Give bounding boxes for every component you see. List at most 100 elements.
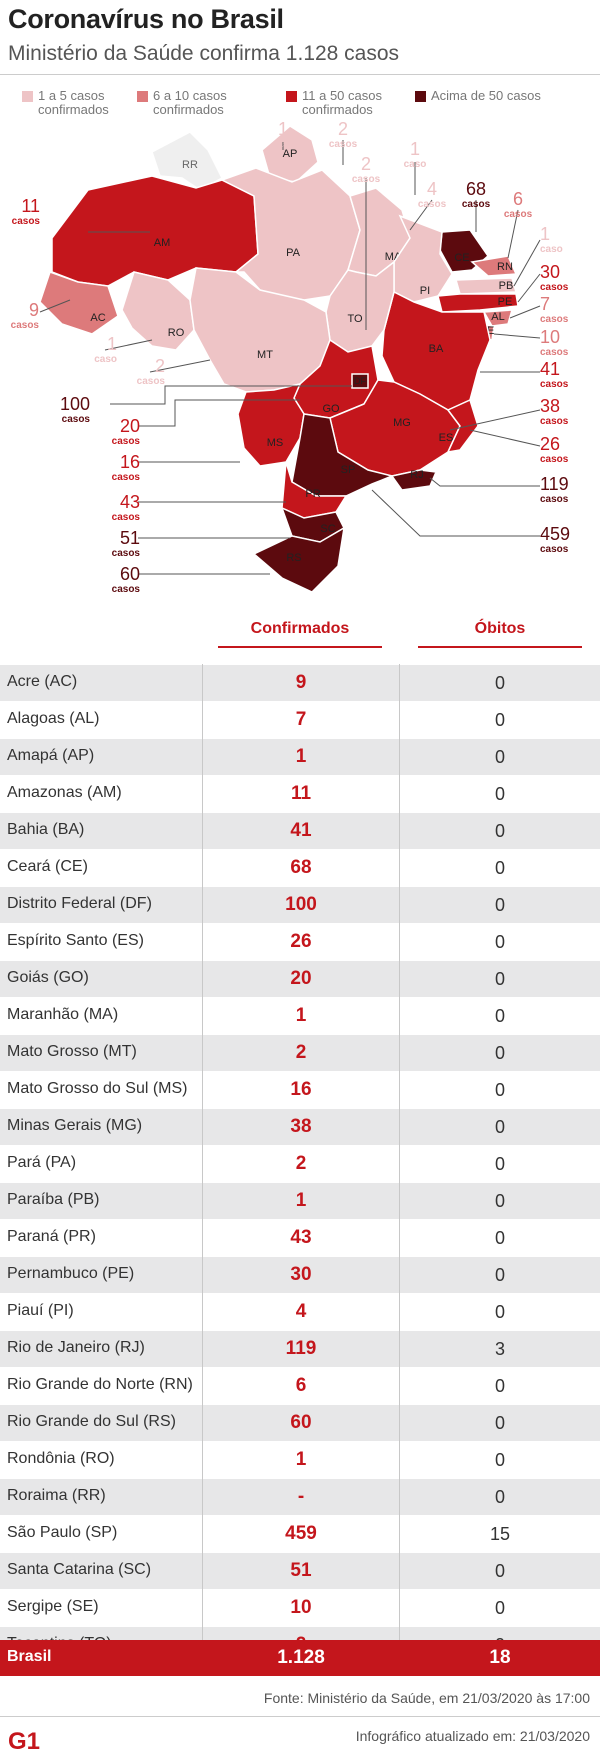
callout-unit: casos	[540, 347, 569, 358]
legend-swatch	[137, 91, 148, 102]
table-row: Santa Catarina (SC) 51 0	[0, 1552, 600, 1589]
table-row: Rio de Janeiro (RJ) 119 3	[0, 1330, 600, 1367]
callout-unit: casos	[540, 416, 569, 427]
state-es	[446, 398, 479, 453]
state-name: Amazonas (AM)	[7, 784, 122, 801]
state-pi	[393, 214, 453, 303]
callout-unit: casos	[62, 414, 91, 425]
callout-value-df: 100	[60, 394, 90, 414]
callout-unit: casos	[112, 548, 141, 559]
state-name: São Paulo (SP)	[7, 1524, 118, 1541]
table-row: Pará (PA) 2 0	[0, 1145, 600, 1182]
confirmed-value: 7	[295, 709, 307, 730]
state-name: Maranhão (MA)	[7, 1006, 119, 1023]
callout-line	[513, 239, 541, 287]
callout-value-rn: 6	[513, 189, 523, 209]
confirmed-value: -	[297, 1486, 305, 1507]
callout-unit: casos	[112, 436, 141, 447]
callout-unit: casos	[352, 174, 381, 185]
legend-item-level3: 11 a 50 casos confirmados	[286, 89, 382, 117]
callout-unit: casos	[540, 494, 569, 505]
total-row: Brasil 1.128 18	[0, 1640, 600, 1676]
legend-item-level2: 6 a 10 casos confirmados	[137, 89, 227, 117]
confirmed-value: 459	[285, 1523, 317, 1544]
state-name: Mato Grosso (MT)	[7, 1043, 137, 1060]
callout-value-ma: 1	[410, 139, 420, 159]
state-name: Alagoas (AL)	[7, 710, 100, 727]
callout-unit: casos	[504, 209, 533, 220]
callout-unit: casos	[112, 472, 141, 483]
state-rs	[252, 526, 345, 593]
total-label: Brasil	[7, 1648, 52, 1665]
confirmed-value: 9	[295, 672, 307, 693]
deaths-value: 0	[494, 1154, 505, 1174]
confirmed-value: 60	[290, 1412, 312, 1433]
legend-label: Acima de 50 casos	[431, 88, 541, 103]
deaths-value: 3	[494, 1339, 505, 1359]
deaths-value: 0	[494, 1376, 505, 1396]
callout-value-rj: 119	[540, 474, 569, 494]
callout-unit: casos	[462, 199, 491, 210]
state-ms	[237, 382, 305, 467]
state-ro	[121, 271, 195, 351]
state-abbr-sc: SC	[320, 523, 335, 535]
state-name: Minas Gerais (MG)	[7, 1117, 143, 1134]
state-name: Bahia (BA)	[7, 821, 85, 838]
table-row: Rio Grande do Sul (RS) 60 0	[0, 1404, 600, 1441]
state-abbr-pe: PE	[498, 296, 513, 308]
table-row: Pernambuco (PE) 30 0	[0, 1256, 600, 1293]
callout-value-pa: 2	[338, 120, 348, 139]
confirmed-value: 26	[290, 931, 312, 952]
callout-line	[507, 209, 519, 259]
callout-value-sc: 51	[120, 528, 140, 548]
state-am	[51, 175, 259, 287]
callout-line	[149, 359, 211, 373]
deaths-value: 0	[494, 673, 505, 693]
legend-label: 6 a 10 casos	[153, 88, 227, 103]
state-name: Amapá (AP)	[7, 747, 95, 764]
callout-value-ce: 68	[466, 179, 486, 199]
callout-unit: casos	[11, 320, 40, 331]
callout-unit: caso	[404, 159, 427, 170]
callout-value-sp: 459	[540, 524, 570, 544]
column-header-deaths: Óbitos	[474, 620, 526, 637]
deaths-value: 0	[494, 784, 505, 804]
deaths-value: 15	[489, 1524, 511, 1544]
deaths-value: 0	[494, 1043, 505, 1063]
state-abbr-sp: SP	[341, 464, 356, 476]
state-abbr-to: TO	[347, 313, 363, 325]
confirmed-value: 1	[295, 1449, 307, 1470]
callout-value-ba: 41	[540, 359, 560, 379]
logo-text: G1	[8, 1728, 40, 1753]
table-row: Mato Grosso do Sul (MS) 16 0	[0, 1071, 600, 1108]
confirmed-value: 51	[290, 1560, 312, 1581]
callout-line	[138, 399, 300, 427]
state-pb	[455, 277, 517, 295]
state-abbr-am: AM	[154, 237, 171, 249]
state-rj	[390, 469, 438, 491]
state-ac	[39, 271, 119, 335]
deaths-value: 0	[494, 1302, 505, 1322]
callout-value-al: 7	[540, 294, 550, 314]
deaths-value: 0	[494, 1228, 505, 1248]
confirmed-value: 30	[290, 1264, 312, 1285]
callout-value-pr: 43	[120, 492, 140, 512]
confirmed-value: 10	[290, 1597, 312, 1618]
state-name: Pará (PA)	[7, 1154, 77, 1171]
state-name: Rio de Janeiro (RJ)	[7, 1339, 145, 1356]
state-name: Paraíba (PB)	[7, 1191, 100, 1208]
state-name: Acre (AC)	[7, 673, 78, 690]
state-abbr-ba: BA	[429, 343, 444, 355]
callout-value-rs: 60	[120, 564, 140, 584]
callout-line	[104, 339, 153, 351]
state-name: Rio Grande do Sul (RS)	[7, 1413, 176, 1430]
g1-logo: G1	[8, 1728, 40, 1753]
legend-swatch	[415, 91, 426, 102]
confirmed-value: 11	[290, 783, 312, 804]
state-abbr-rs: RS	[286, 552, 301, 564]
legend-label: confirmados	[302, 102, 373, 117]
deaths-value: 0	[494, 1598, 505, 1618]
callout-unit: caso	[272, 139, 295, 150]
callout-value-es: 26	[540, 434, 560, 454]
callout-value-mt: 2	[155, 356, 165, 376]
